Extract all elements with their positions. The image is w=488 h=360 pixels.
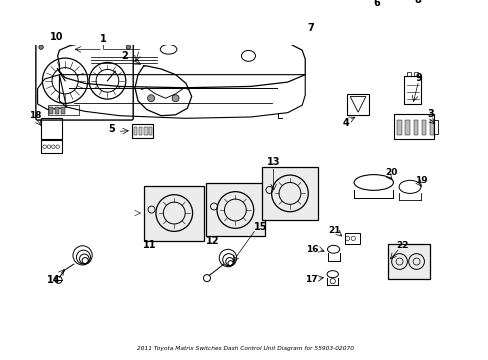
Text: 5: 5 (108, 124, 115, 134)
Bar (41, 118, 62, 139)
Text: 11: 11 (142, 240, 156, 250)
Bar (402, 10, 420, 33)
Bar (413, 72, 417, 76)
Bar (415, 21, 419, 29)
Bar (409, 21, 414, 29)
Circle shape (126, 45, 130, 49)
Text: 7: 7 (307, 23, 314, 33)
Bar (397, 120, 401, 135)
Text: 21: 21 (327, 226, 340, 235)
Bar (133, 127, 137, 135)
Text: 14: 14 (46, 275, 60, 285)
Text: 2011 Toyota Matrix Switches Dash Control Unit Diagram for 55903-02070: 2011 Toyota Matrix Switches Dash Control… (137, 346, 354, 351)
Bar (148, 127, 152, 135)
Circle shape (147, 95, 154, 102)
Bar (344, 233, 359, 244)
Circle shape (172, 95, 179, 102)
Bar (144, 127, 147, 135)
Text: 13: 13 (266, 157, 280, 167)
Bar (405, 21, 409, 29)
Text: 4: 4 (342, 118, 348, 128)
Bar (139, 127, 142, 135)
Text: 16: 16 (306, 245, 318, 254)
Bar (433, 120, 437, 134)
Bar (346, 94, 368, 115)
Bar (61, 107, 65, 114)
Bar (404, 76, 420, 104)
Bar (393, 113, 433, 139)
FancyBboxPatch shape (76, 25, 83, 36)
Bar (429, 120, 433, 135)
Bar (421, 120, 425, 135)
Text: 17: 17 (304, 275, 317, 284)
Bar (387, 244, 429, 279)
Text: 8: 8 (413, 0, 420, 5)
Text: 12: 12 (205, 235, 219, 246)
Text: 2: 2 (122, 51, 128, 61)
Bar (413, 120, 417, 135)
Bar (324, 23, 336, 39)
Bar (55, 107, 60, 114)
Bar (143, 186, 203, 240)
Bar (322, 21, 339, 41)
Bar (365, 9, 387, 34)
Bar (49, 107, 53, 114)
Text: 20: 20 (384, 168, 397, 177)
Bar (132, 123, 153, 138)
Bar (206, 183, 264, 236)
Bar (261, 167, 318, 220)
Text: 15: 15 (253, 222, 266, 231)
Bar (405, 120, 409, 135)
Bar (406, 72, 410, 76)
Text: 19: 19 (415, 176, 427, 185)
Circle shape (39, 45, 43, 49)
Text: 6: 6 (372, 0, 379, 9)
Bar (47, 105, 79, 115)
Text: 3: 3 (427, 109, 433, 119)
Text: 22: 22 (396, 241, 408, 250)
Text: 10: 10 (49, 32, 63, 42)
Text: 1: 1 (100, 34, 106, 44)
Text: 9: 9 (414, 73, 421, 83)
Bar (41, 140, 62, 153)
Text: 18: 18 (29, 111, 41, 120)
